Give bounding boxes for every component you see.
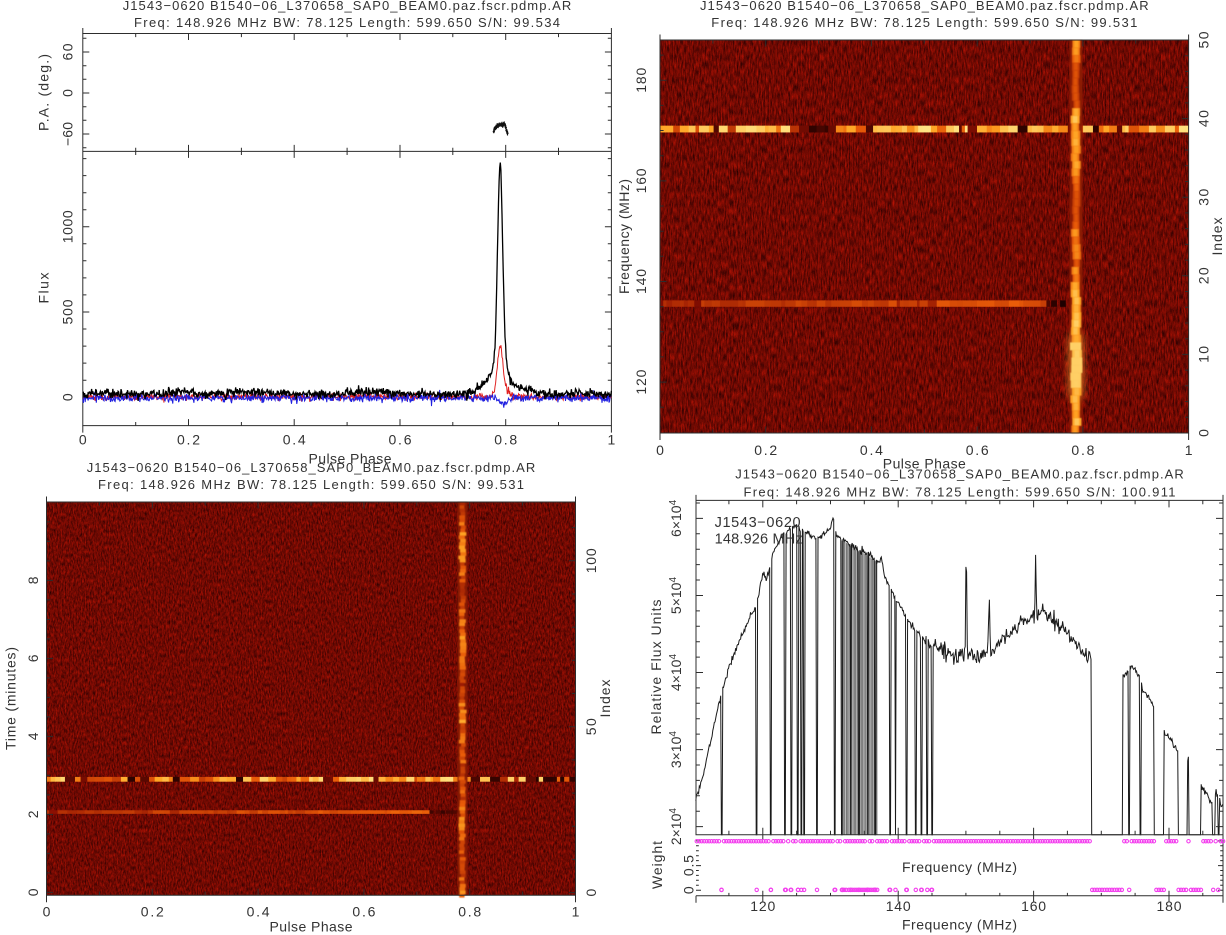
svg-text:J1543−0620 B1540−06_L370658_SA: J1543−0620 B1540−06_L370658_SAP0_BEAM0.p…	[123, 0, 572, 13]
svg-text:−60: −60	[60, 122, 76, 146]
svg-text:0: 0	[43, 904, 51, 920]
svg-text:Index: Index	[597, 680, 613, 718]
svg-text:8: 8	[25, 576, 41, 584]
svg-text:3×104: 3×104	[668, 731, 684, 769]
svg-text:10: 10	[1196, 346, 1212, 363]
svg-text:6×104: 6×104	[668, 499, 684, 537]
svg-text:Freq: 148.926 MHz BW: 78.125 L: Freq: 148.926 MHz BW: 78.125 Length: 599…	[134, 15, 560, 30]
svg-text:0.2: 0.2	[141, 904, 164, 920]
svg-text:50: 50	[1196, 31, 1212, 48]
svg-text:Time (minutes): Time (minutes)	[3, 647, 19, 750]
svg-text:180: 180	[1157, 898, 1182, 914]
svg-text:Weight: Weight	[649, 841, 665, 889]
svg-text:1000: 1000	[60, 210, 76, 243]
svg-text:120: 120	[633, 369, 649, 394]
svg-text:Pulse Phase: Pulse Phase	[270, 919, 353, 935]
svg-text:5×104: 5×104	[668, 577, 684, 615]
svg-text:Flux: Flux	[36, 273, 52, 304]
svg-text:1: 1	[572, 904, 580, 920]
svg-text:100: 100	[583, 548, 599, 573]
svg-text:0: 0	[583, 888, 599, 896]
svg-text:0: 0	[60, 393, 76, 401]
svg-text:J1543−0620 B1540−06_L370658_SA: J1543−0620 B1540−06_L370658_SAP0_BEAM0.p…	[735, 467, 1184, 482]
svg-text:Freq: 148.926 MHz BW: 78.125 L: Freq: 148.926 MHz BW: 78.125 Length: 599…	[711, 15, 1137, 30]
svg-text:Frequency (MHz): Frequency (MHz)	[902, 859, 1017, 875]
svg-text:148.926 MHz: 148.926 MHz	[715, 532, 803, 548]
svg-text:0.8: 0.8	[494, 432, 517, 448]
svg-text:Frequency (MHz): Frequency (MHz)	[902, 917, 1017, 933]
svg-text:0: 0	[681, 886, 697, 894]
svg-text:0.8: 0.8	[1071, 442, 1094, 458]
svg-text:Frequency (MHz): Frequency (MHz)	[616, 179, 632, 294]
svg-text:0.6: 0.6	[966, 442, 989, 458]
svg-text:500: 500	[60, 299, 76, 324]
svg-text:0: 0	[656, 442, 664, 458]
svg-text:0.6: 0.6	[352, 904, 375, 920]
svg-text:140: 140	[633, 269, 649, 294]
svg-text:Pulse Phase: Pulse Phase	[309, 451, 392, 467]
svg-text:160: 160	[633, 168, 649, 193]
svg-text:140: 140	[886, 898, 911, 914]
svg-text:J1543−0620: J1543−0620	[715, 515, 801, 531]
svg-text:40: 40	[1196, 110, 1212, 127]
svg-text:P.A. (deg.): P.A. (deg.)	[36, 54, 52, 131]
svg-text:0.2: 0.2	[177, 432, 200, 448]
svg-text:0.5: 0.5	[681, 855, 697, 876]
svg-text:2×104: 2×104	[668, 808, 684, 846]
svg-text:Relative Flux Units: Relative Flux Units	[648, 600, 664, 735]
svg-text:2: 2	[25, 810, 41, 818]
svg-text:180: 180	[633, 67, 649, 92]
svg-text:0: 0	[79, 432, 87, 448]
svg-text:30: 30	[1196, 188, 1212, 205]
svg-text:1: 1	[608, 432, 616, 448]
svg-text:4×104: 4×104	[668, 654, 684, 692]
svg-text:J1543−0620 B1540−06_L370658_SA: J1543−0620 B1540−06_L370658_SAP0_BEAM0.p…	[700, 0, 1149, 13]
svg-text:Freq: 148.926 MHz BW: 78.125 L: Freq: 148.926 MHz BW: 78.125 Length: 599…	[744, 484, 1176, 499]
svg-text:120: 120	[750, 898, 775, 914]
svg-text:0.4: 0.4	[860, 442, 883, 458]
svg-text:Pulse Phase: Pulse Phase	[883, 456, 966, 472]
svg-text:0.2: 0.2	[754, 442, 777, 458]
svg-text:0.6: 0.6	[389, 432, 412, 448]
svg-text:0.8: 0.8	[458, 904, 481, 920]
svg-text:50: 50	[583, 718, 599, 735]
svg-text:Freq: 148.926 MHz BW: 78.125 L: Freq: 148.926 MHz BW: 78.125 Length: 599…	[98, 477, 524, 492]
svg-text:J1543−0620 B1540−06_L370658_SA: J1543−0620 B1540−06_L370658_SAP0_BEAM0.p…	[87, 460, 536, 475]
svg-text:Index: Index	[1209, 218, 1225, 256]
svg-text:1: 1	[1185, 442, 1193, 458]
svg-text:0.4: 0.4	[283, 432, 306, 448]
svg-text:0: 0	[1196, 429, 1212, 437]
svg-text:20: 20	[1196, 267, 1212, 284]
svg-text:4: 4	[25, 732, 41, 740]
svg-text:160: 160	[1021, 898, 1046, 914]
svg-text:0: 0	[60, 89, 76, 97]
svg-text:6: 6	[25, 654, 41, 662]
svg-text:60: 60	[60, 43, 76, 60]
svg-text:0.4: 0.4	[247, 904, 270, 920]
svg-text:0: 0	[25, 888, 41, 896]
